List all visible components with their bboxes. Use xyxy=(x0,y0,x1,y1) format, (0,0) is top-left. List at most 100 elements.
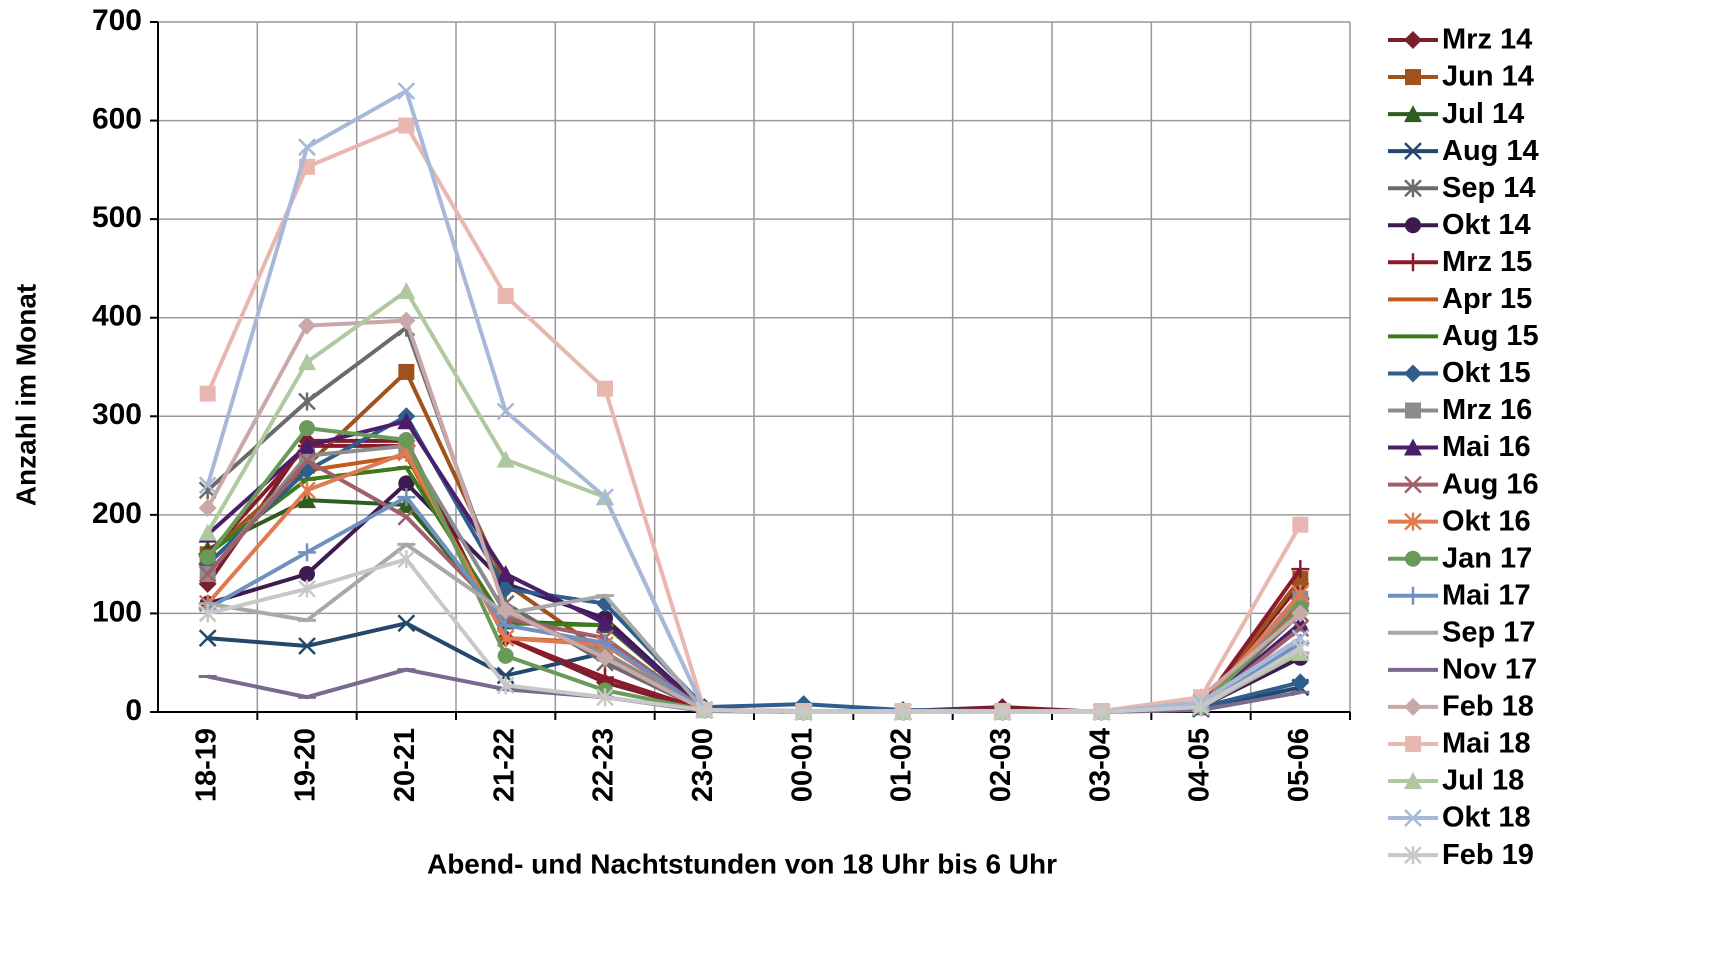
legend-label: Mrz 15 xyxy=(1442,246,1532,278)
marker xyxy=(198,565,217,583)
marker xyxy=(1404,697,1422,716)
marker xyxy=(298,637,316,655)
legend-label: Jun 14 xyxy=(1442,61,1534,93)
x-axis-title: Abend- und Nachtstunden von 18 Uhr bis 6… xyxy=(427,848,1057,879)
marker xyxy=(596,614,614,632)
marker xyxy=(1404,475,1422,494)
marker xyxy=(1404,586,1422,605)
legend-label: Feb 19 xyxy=(1442,839,1534,871)
marker xyxy=(596,488,614,506)
marker xyxy=(1405,550,1421,567)
x-tick-label: 03-04 xyxy=(1084,728,1116,802)
x-tick-label: 01-02 xyxy=(886,728,918,802)
marker xyxy=(298,543,316,562)
marker xyxy=(1404,253,1422,272)
legend-label: Feb 18 xyxy=(1442,691,1534,723)
marker xyxy=(397,488,416,507)
marker xyxy=(298,353,316,371)
legend-label: Mai 16 xyxy=(1442,431,1531,463)
marker xyxy=(298,579,316,598)
y-tick-label: 300 xyxy=(92,398,142,431)
marker xyxy=(198,604,217,623)
marker xyxy=(398,431,415,448)
marker xyxy=(397,311,416,330)
legend-label: Mai 18 xyxy=(1442,728,1531,760)
marker xyxy=(1291,614,1310,632)
marker xyxy=(1291,604,1310,623)
x-tick-label: 04-05 xyxy=(1184,728,1216,802)
marker xyxy=(398,475,415,492)
legend-label: Okt 14 xyxy=(1442,209,1531,241)
legend-label: Jul 14 xyxy=(1442,98,1524,130)
marker xyxy=(198,498,217,517)
marker xyxy=(1404,105,1422,123)
marker xyxy=(298,491,316,509)
legend-label: Aug 16 xyxy=(1442,468,1539,500)
marker xyxy=(1405,217,1421,234)
marker xyxy=(1291,638,1310,657)
marker xyxy=(894,703,912,721)
marker xyxy=(198,523,217,541)
marker xyxy=(198,476,217,495)
marker xyxy=(1291,584,1310,603)
y-tick-label: 400 xyxy=(92,300,142,333)
legend-label: Aug 15 xyxy=(1442,320,1539,352)
marker xyxy=(1291,673,1310,692)
y-tick-label: 200 xyxy=(92,497,142,530)
y-tick-label: 500 xyxy=(92,201,142,234)
x-tick-label: 23-00 xyxy=(687,728,719,802)
marker xyxy=(496,676,515,695)
marker xyxy=(794,703,813,721)
marker xyxy=(1291,560,1310,579)
marker xyxy=(1404,31,1422,49)
marker xyxy=(298,481,316,500)
x-tick-label: 21-22 xyxy=(488,728,520,802)
marker xyxy=(496,450,515,468)
marker xyxy=(1292,516,1309,533)
y-tick-label: 600 xyxy=(92,102,142,135)
legend-label: Jul 18 xyxy=(1442,765,1524,797)
marker xyxy=(397,282,416,300)
marker xyxy=(1092,703,1111,721)
marker xyxy=(596,688,614,707)
legend-label: Okt 18 xyxy=(1442,802,1531,834)
legend-label: Okt 15 xyxy=(1442,357,1531,389)
x-tick-label: 00-01 xyxy=(786,728,818,802)
marker xyxy=(496,402,515,421)
x-tick-label: 22-23 xyxy=(588,728,620,802)
marker xyxy=(695,701,714,720)
marker xyxy=(1405,69,1421,86)
marker xyxy=(397,82,416,100)
marker xyxy=(1404,142,1422,161)
marker xyxy=(497,288,514,305)
marker xyxy=(1404,364,1422,383)
x-tick-label: 20-21 xyxy=(389,728,421,802)
series-line xyxy=(207,557,1302,714)
marker xyxy=(596,648,614,667)
marker xyxy=(298,436,316,454)
marker xyxy=(397,550,416,569)
x-tick-label: 02-03 xyxy=(985,728,1017,802)
legend-label: Mai 17 xyxy=(1442,579,1531,611)
marker xyxy=(497,647,514,664)
marker xyxy=(298,451,316,470)
marker xyxy=(397,507,416,526)
marker xyxy=(1405,735,1421,752)
marker xyxy=(398,363,415,380)
marker xyxy=(299,566,315,582)
x-tick-label: 19-20 xyxy=(290,728,322,802)
marker xyxy=(397,412,416,430)
y-axis-title: Anzahl im Monat xyxy=(10,284,41,506)
marker xyxy=(199,549,216,566)
marker xyxy=(1405,402,1421,419)
marker xyxy=(993,703,1012,721)
marker xyxy=(1404,438,1422,456)
marker xyxy=(1404,846,1422,865)
x-tick-label: 18-19 xyxy=(190,728,222,802)
legend-label: Okt 16 xyxy=(1442,505,1531,537)
marker xyxy=(298,138,316,157)
marker xyxy=(1404,179,1422,198)
y-tick-label: 700 xyxy=(92,4,142,37)
marker xyxy=(398,117,415,134)
